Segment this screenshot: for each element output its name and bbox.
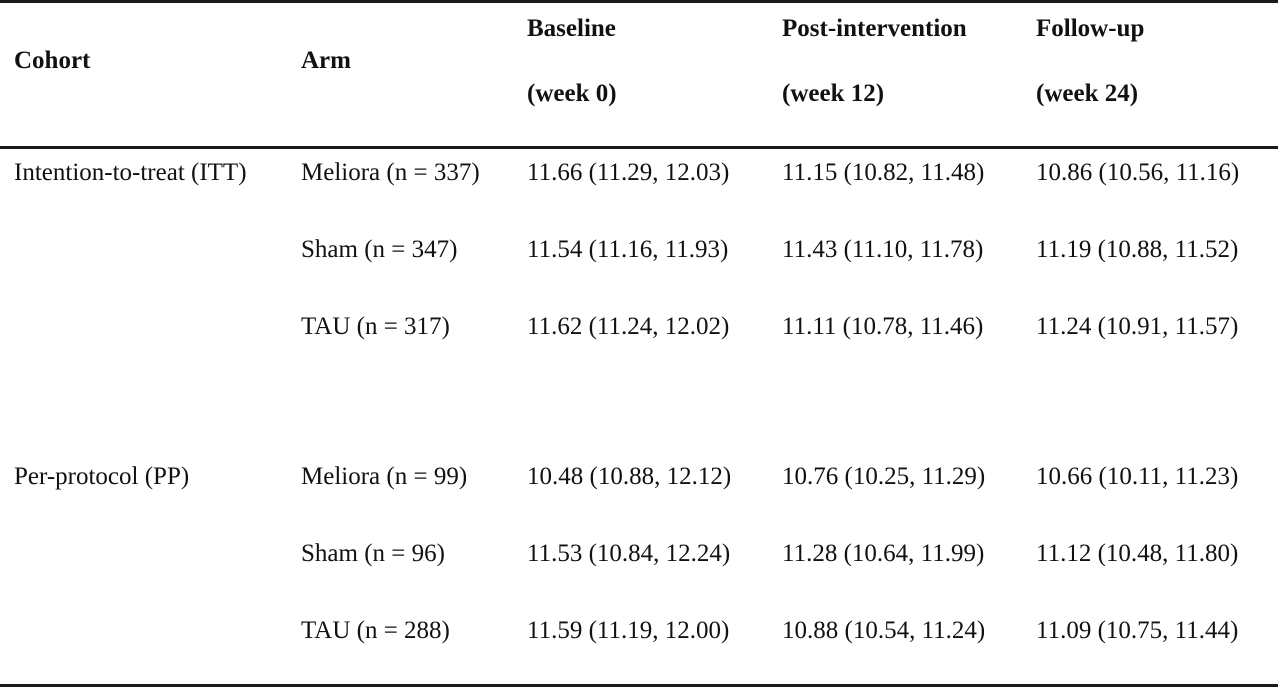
- header-arm: Arm: [301, 47, 351, 74]
- cell-post: 11.43 (11.10, 11.78): [782, 236, 984, 263]
- cell-baseline: 11.59 (11.19, 12.00): [527, 617, 730, 644]
- table-header-rule: [0, 146, 1278, 149]
- cell-arm: TAU (n = 288): [301, 617, 450, 644]
- header-baseline-line2: (week 0): [527, 80, 617, 107]
- cell-arm: Meliora (n = 99): [301, 463, 468, 490]
- table-top-rule: [0, 0, 1278, 3]
- cell-post: 10.76 (10.25, 11.29): [782, 463, 986, 490]
- cell-post: 11.15 (10.82, 11.48): [782, 159, 985, 186]
- header-cohort: Cohort: [14, 47, 91, 74]
- cell-post: 11.11 (10.78, 11.46): [782, 313, 984, 340]
- cell-baseline: 11.62 (11.24, 12.02): [527, 313, 730, 340]
- cell-baseline: 11.66 (11.29, 12.03): [527, 159, 730, 186]
- cell-baseline: 11.53 (10.84, 12.24): [527, 540, 731, 567]
- cell-post: 10.88 (10.54, 11.24): [782, 617, 986, 644]
- cell-followup: 11.09 (10.75, 11.44): [1036, 617, 1239, 644]
- table-bottom-rule: [0, 684, 1278, 687]
- header-post-line1: Post-intervention: [782, 15, 967, 42]
- cell-followup: 11.12 (10.48, 11.80): [1036, 540, 1239, 567]
- cell-post: 11.28 (10.64, 11.99): [782, 540, 985, 567]
- cell-baseline: 11.54 (11.16, 11.93): [527, 236, 729, 263]
- cell-cohort: Intention-to-treat (ITT): [14, 159, 247, 186]
- cell-followup: 11.24 (10.91, 11.57): [1036, 313, 1239, 340]
- header-followup-line1: Follow-up: [1036, 15, 1145, 42]
- cell-arm: TAU (n = 317): [301, 313, 450, 340]
- cell-cohort: Per-protocol (PP): [14, 463, 190, 490]
- header-followup-line2: (week 24): [1036, 80, 1139, 107]
- header-baseline-line1: Baseline: [527, 15, 616, 42]
- cell-arm: Sham (n = 96): [301, 540, 445, 567]
- cell-baseline: 10.48 (10.88, 12.12): [527, 463, 732, 490]
- cell-followup: 10.86 (10.56, 11.16): [1036, 159, 1240, 186]
- cell-followup: 10.66 (10.11, 11.23): [1036, 463, 1239, 490]
- header-post-line2: (week 12): [782, 80, 885, 107]
- cell-arm: Sham (n = 347): [301, 236, 458, 263]
- cell-followup: 11.19 (10.88, 11.52): [1036, 236, 1239, 263]
- cell-arm: Meliora (n = 337): [301, 159, 480, 186]
